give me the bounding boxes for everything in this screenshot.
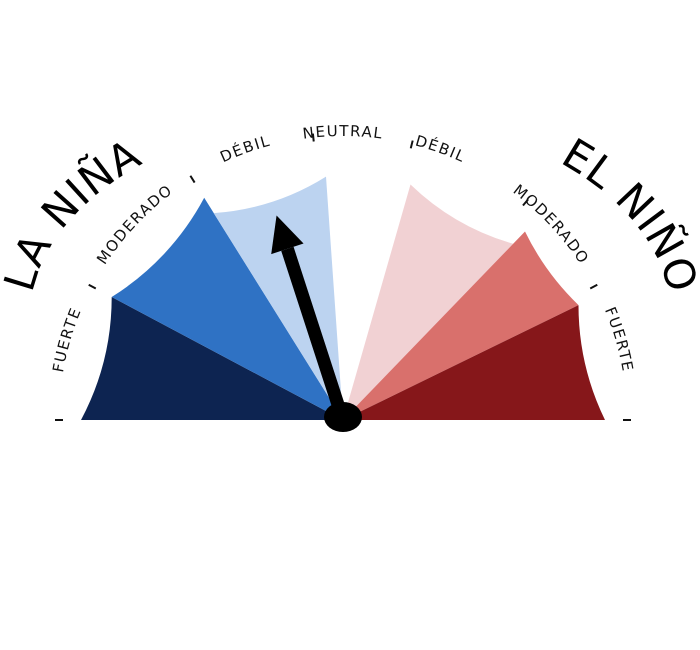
tick-mark bbox=[311, 133, 315, 142]
sector-fuerte-right bbox=[343, 305, 605, 420]
sector-fuerte-left bbox=[81, 297, 343, 420]
label-fuerte-right: FUERTE bbox=[601, 304, 637, 373]
sector-debil-left bbox=[213, 176, 343, 420]
sector-moderado-right bbox=[343, 231, 579, 420]
tick-mark bbox=[409, 140, 414, 149]
label-debil-left: DÉBIL bbox=[217, 132, 272, 167]
tick-mark bbox=[589, 283, 598, 290]
tick-mark bbox=[522, 198, 529, 207]
el-nino-title: EL NIÑO bbox=[554, 129, 700, 298]
tick-mark bbox=[88, 283, 97, 290]
needle-shaft bbox=[281, 246, 350, 423]
la-nina-title: LA NIÑA bbox=[0, 129, 149, 296]
tick-mark bbox=[189, 175, 196, 184]
needle-arrowhead bbox=[271, 215, 304, 255]
tick-marks bbox=[55, 133, 631, 421]
label-neutral: NEUTRAL bbox=[302, 122, 385, 143]
needle-pivot bbox=[324, 402, 362, 432]
sector-debil-right bbox=[343, 184, 514, 420]
label-debil-right: DÉBIL bbox=[413, 132, 468, 167]
label-fuerte-left: FUERTE bbox=[49, 304, 85, 373]
sector-moderado-left bbox=[111, 197, 343, 420]
